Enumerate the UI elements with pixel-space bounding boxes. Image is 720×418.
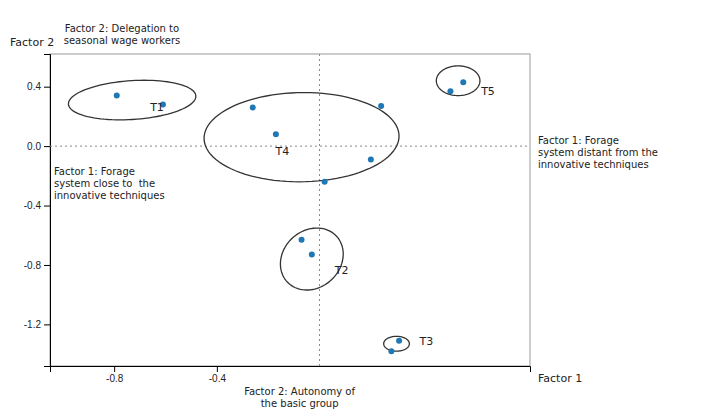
y-tick-label: -0.8	[24, 260, 42, 271]
ellipse-label: T1	[149, 101, 164, 114]
annotation-line: system distant from the	[538, 147, 658, 158]
y-tick-mark	[44, 324, 50, 325]
ellipse	[384, 336, 410, 351]
x-axis-line	[51, 367, 531, 373]
y-axis-title: Factor 2	[10, 36, 54, 49]
annotation-line: Factor 2: Delegation to	[65, 23, 179, 34]
ellipse	[436, 66, 480, 96]
ellipse	[68, 80, 195, 120]
annotation: Factor 2: Autonomy ofthe basic group	[244, 386, 355, 409]
point	[114, 93, 120, 99]
ellipse-label: T2	[334, 264, 349, 277]
x-axis: -0.8 -0.4	[51, 366, 531, 384]
annotation: Factor 1: Foragesystem close to theinnov…	[54, 166, 165, 201]
x-tick-label: -0.8	[106, 373, 124, 384]
ellipse-label: T4	[275, 145, 290, 158]
x-tick: -0.8	[106, 366, 124, 384]
y-tick: -0.8	[24, 260, 50, 271]
annotation-line: Factor 1: Forage	[538, 135, 619, 146]
chart: -0.8 -0.4 -1.2 -0.8 -0.4 0.0 0.4 T1 T2 T3 T4 T5 Fact…	[0, 0, 720, 418]
annotation: Factor 2: Delegation toseasonal wage wor…	[64, 23, 181, 46]
ellipse	[280, 228, 343, 290]
ellipse-label: T5	[480, 85, 495, 98]
y-tick-mark	[44, 265, 50, 266]
y-tick-mark	[44, 87, 50, 88]
point	[378, 103, 384, 109]
ellipse	[204, 93, 399, 182]
y-tick-mark	[44, 146, 50, 147]
x-tick-label: -0.4	[209, 373, 227, 384]
point	[368, 156, 374, 162]
point	[273, 131, 279, 137]
y-tick-label: -0.4	[24, 200, 42, 211]
y-tick: 0.0	[27, 141, 50, 152]
y-axis-line	[44, 55, 51, 367]
point	[460, 79, 466, 85]
y-tick: -1.2	[24, 319, 50, 330]
plot-frame	[50, 54, 530, 366]
point	[396, 338, 402, 344]
annotation-line: innovative techniques	[538, 159, 649, 170]
y-tick-mark	[44, 206, 50, 207]
annotation-line: Factor 2: Autonomy of	[244, 386, 355, 397]
x-axis-title: Factor 1	[538, 372, 582, 385]
x-tick-mark	[114, 366, 115, 372]
y-tick-label: -1.2	[24, 319, 42, 330]
annotation-line: seasonal wage workers	[64, 35, 181, 46]
y-axis: -1.2 -0.8 -0.4 0.0 0.4	[24, 55, 51, 367]
point	[447, 88, 453, 94]
point	[309, 252, 315, 258]
annotation-line: the basic group	[261, 398, 339, 409]
y-tick-label: 0.4	[27, 81, 41, 92]
ellipse-label: T3	[419, 335, 434, 348]
annotation: Factor 1: Foragesystem distant from thei…	[538, 135, 658, 170]
x-tick-mark	[217, 366, 218, 372]
zero-line	[319, 54, 320, 366]
y-tick-label: 0.0	[27, 141, 41, 152]
annotation-line: Factor 1: Forage	[54, 166, 135, 177]
point	[388, 348, 394, 354]
annotation-line: innovative techniques	[54, 190, 165, 201]
point	[250, 104, 256, 110]
point	[299, 237, 305, 243]
plot: -0.8 -0.4 -1.2 -0.8 -0.4 0.0 0.4 T1 T2 T3 T4 T5 Fact…	[10, 23, 658, 409]
zero-line	[50, 146, 530, 147]
x-tick: -0.4	[209, 366, 227, 384]
point	[322, 179, 328, 185]
y-tick: -0.4	[24, 200, 50, 211]
y-tick: 0.4	[27, 81, 50, 92]
data-layer	[50, 54, 530, 366]
annotation-line: system close to the	[54, 178, 155, 189]
